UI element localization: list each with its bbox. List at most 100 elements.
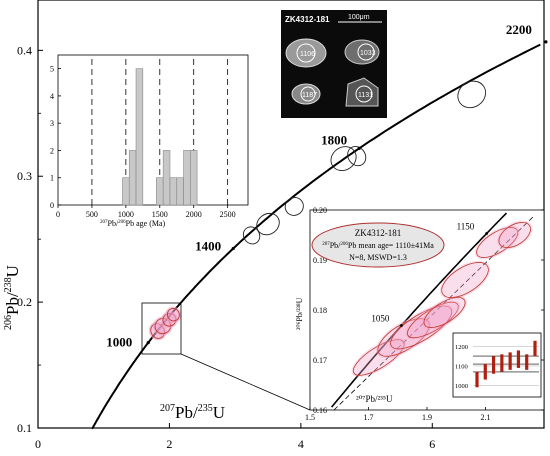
histogram-x-tick-label: 2000 bbox=[186, 210, 202, 219]
zoom-ellipse-halo bbox=[474, 225, 520, 260]
y-axis-label-base: Pb/ bbox=[3, 292, 22, 315]
histogram-y-tick-label: 2 bbox=[50, 146, 54, 155]
histogram-bar bbox=[190, 150, 198, 206]
data-ellipse bbox=[347, 146, 367, 167]
zircon-cl-image-inset: ZK4312-181 100μm 1106 1033 1187 1131 bbox=[281, 10, 387, 118]
zoom-x-tick-label: 1.5 bbox=[305, 413, 315, 422]
zoom-ellipses bbox=[351, 220, 533, 378]
age-label: 1400 bbox=[195, 239, 221, 254]
x-axis-label: 207Pb/235U bbox=[160, 403, 225, 422]
histogram-x-tick-label: 2500 bbox=[220, 210, 236, 219]
data-ellipse bbox=[166, 308, 180, 322]
zoom-y-tick-label: 0.19 bbox=[313, 256, 327, 265]
wm-error-bar bbox=[508, 352, 512, 370]
y-axis-label-el: U bbox=[3, 265, 22, 277]
wm-error-bar bbox=[533, 340, 537, 357]
zoom-discordia-dashed-line bbox=[333, 214, 536, 411]
zoom-y-tick-label: 0.17 bbox=[313, 356, 327, 365]
age-marker bbox=[231, 246, 235, 251]
zoom-concordia-inset: 1.5 1.7 1.9 2.1 0.16 0.17 0.18 0.19 0.20 1050 115… bbox=[295, 206, 545, 422]
x-axis-label-base: Pb/ bbox=[175, 403, 198, 422]
histogram-x-tick-label: 1000 bbox=[118, 210, 134, 219]
zoom-data-ellipse bbox=[407, 301, 459, 339]
zoom-x-axis-label: ²⁰⁷Pb/²³⁵U bbox=[356, 394, 393, 404]
zoom-y-axis-label: ²⁰⁶Pb/²³⁸U bbox=[295, 297, 304, 330]
zoom-age-marker bbox=[485, 232, 488, 235]
zoom-x-tick-label: 2.1 bbox=[481, 413, 491, 422]
histogram-y-tick-label: 3 bbox=[50, 119, 54, 128]
y-tick-label: 0.3 bbox=[17, 169, 32, 183]
analysis-spot-4 bbox=[355, 85, 373, 103]
y-axis-label-sup2: 238 bbox=[3, 277, 14, 292]
result-mean-age-sup: 207 bbox=[322, 242, 330, 247]
age-marker bbox=[544, 40, 548, 44]
histogram-bar bbox=[176, 177, 184, 206]
histogram-bar bbox=[128, 150, 137, 206]
zoom-data-ellipse bbox=[352, 339, 405, 376]
zoom-ellipse-halo bbox=[439, 260, 491, 300]
analysis-spot-3 bbox=[300, 86, 316, 102]
spot-label-2: 1033 bbox=[360, 50, 376, 57]
zoom-ellipse-halo bbox=[496, 220, 533, 250]
wm-error-bar bbox=[491, 356, 496, 374]
histogram-x-label-sup2: 206 bbox=[118, 220, 126, 225]
histogram-bars bbox=[122, 68, 198, 206]
weighted-mean-bars: 1000 1100 1200 bbox=[455, 340, 539, 390]
spot-label-3: 1187 bbox=[302, 92, 317, 99]
zoom-age-marker bbox=[400, 324, 403, 327]
histogram-x-label-end: Pb age (Ma) bbox=[126, 219, 166, 228]
histogram-y-tick-label: 0 bbox=[50, 201, 54, 210]
histogram-frame bbox=[57, 54, 249, 206]
zoom-age-labels: 1050 1150 bbox=[371, 222, 488, 327]
wm-error-bar bbox=[525, 354, 529, 370]
zoom-connector-line bbox=[180, 353, 311, 411]
histogram-bar bbox=[122, 177, 130, 206]
zoom-data-ellipse bbox=[390, 305, 453, 350]
zoom-age-label: 1050 bbox=[371, 314, 390, 324]
analysis-spot-1 bbox=[296, 43, 316, 63]
histogram-x-label: 207Pb/206Pb age (Ma) bbox=[100, 219, 166, 228]
zoom-y-tick-label: 0.16 bbox=[313, 406, 327, 415]
histogram-y-tick-label: 4 bbox=[50, 92, 54, 101]
age-marker bbox=[146, 341, 150, 345]
zoom-selection-box bbox=[141, 302, 182, 355]
data-ellipse bbox=[284, 197, 304, 216]
age-label: 2200 bbox=[506, 22, 532, 37]
zoom-data-ellipse bbox=[377, 318, 430, 357]
wm-y-tick-label: 1000 bbox=[455, 383, 468, 390]
histogram-bar bbox=[156, 177, 164, 206]
zoom-ellipse-halo bbox=[388, 304, 454, 351]
wm-error-bar bbox=[475, 371, 479, 388]
x-tick-label: 4 bbox=[298, 437, 304, 451]
result-box bbox=[311, 222, 445, 268]
histogram-x-tick-label: 500 bbox=[86, 210, 98, 219]
zircon-grain-1 bbox=[285, 38, 327, 68]
result-mean-age-end: Pb mean age= 1110±41Ma bbox=[348, 241, 434, 250]
zoom-y-tick-label: 0.18 bbox=[313, 306, 327, 315]
histogram-ticks: 0 500 1000 1500 2000 2500 0 1 2 3 4 5 bbox=[50, 65, 236, 219]
main-ellipses bbox=[148, 80, 487, 341]
histogram-x-tick-label: 0 bbox=[56, 210, 60, 219]
cl-scale-label: 100μm bbox=[348, 14, 370, 21]
histogram-bar bbox=[135, 68, 144, 206]
cl-sample-label: ZK4312-181 bbox=[285, 15, 330, 24]
histogram-x-tick-label: 1500 bbox=[152, 210, 168, 219]
y-axis-label: 206Pb/238U bbox=[3, 265, 22, 330]
zoom-data-ellipse bbox=[498, 222, 531, 248]
data-ellipse bbox=[256, 212, 280, 236]
data-ellipse bbox=[330, 146, 357, 172]
zoom-x-tick-label: 1.7 bbox=[364, 413, 374, 422]
data-ellipse bbox=[457, 80, 487, 109]
histogram-x-label-sup: 207 bbox=[100, 220, 108, 225]
y-tick-label: 0.2 bbox=[17, 295, 32, 309]
histogram-bar bbox=[162, 150, 171, 206]
zoom-age-label: 1150 bbox=[457, 222, 475, 232]
y-tick-label: 0.1 bbox=[17, 421, 32, 435]
x-tick-label: 2 bbox=[166, 437, 172, 451]
main-axis-ticks: 0 2 4 6 0.1 0.2 0.3 0.4 bbox=[17, 43, 435, 451]
y-axis-label-sup1: 206 bbox=[3, 315, 14, 330]
zoom-data-ellipse bbox=[423, 297, 466, 328]
y-tick-label: 0.4 bbox=[17, 43, 32, 57]
